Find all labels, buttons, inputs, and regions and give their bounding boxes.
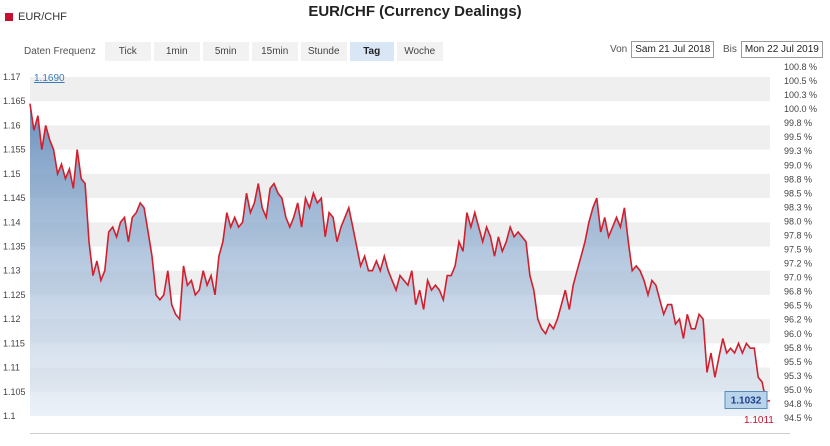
y-tick-label: 1.11 <box>3 363 20 373</box>
y-tick-label: 1.17 <box>3 72 21 82</box>
y-tick-label: 1.165 <box>3 96 26 106</box>
freq-button-5min[interactable]: 5min <box>202 42 249 61</box>
date-from-input[interactable]: Sam 21 Jul 2018 <box>631 41 715 58</box>
y-tick-label: 1.15 <box>3 169 21 179</box>
y-tick-label: 1.135 <box>3 242 26 252</box>
y2-tick-label: 95.0 % <box>784 385 812 395</box>
y2-tick-label: 99.3 % <box>784 146 812 156</box>
y2-tick-label: 96.8 % <box>784 287 812 297</box>
freq-button-tick[interactable]: Tick <box>104 42 151 61</box>
y-tick-label: 1.14 <box>3 217 21 227</box>
y2-tick-label: 99.8 % <box>784 118 812 128</box>
freq-button-15min[interactable]: 15min <box>251 42 298 61</box>
navigator-baseline <box>30 433 790 434</box>
y-tick-label: 1.115 <box>3 338 25 348</box>
grid-band <box>30 77 770 102</box>
y2-tick-label: 100.0 % <box>784 104 817 114</box>
y2-tick-label: 97.8 % <box>784 230 812 240</box>
y2-tick-label: 97.5 % <box>784 245 812 255</box>
y2-tick-label: 95.8 % <box>784 343 812 353</box>
y2-tick-label: 94.8 % <box>784 399 812 409</box>
y2-tick-label: 95.5 % <box>784 357 812 367</box>
series-line <box>29 103 771 403</box>
y2-tick-label: 97.2 % <box>784 259 812 269</box>
legend: EUR/CHF <box>5 11 67 23</box>
frequency-label: Daten Frequenz <box>24 46 96 57</box>
y2-tick-label: 94.5 % <box>784 413 812 423</box>
y2-tick-label: 100.5 % <box>784 76 817 86</box>
freq-button-tag[interactable]: Tag <box>349 42 394 61</box>
series-area <box>30 103 770 416</box>
y2-tick-label: 98.5 % <box>784 188 812 198</box>
y2-tick-label: 100.8 % <box>784 62 817 72</box>
freq-button-1min[interactable]: 1min <box>153 42 200 61</box>
y2-tick-label: 99.5 % <box>784 132 812 142</box>
y2-tick-label: 98.3 % <box>784 202 812 212</box>
y-tick-label: 1.105 <box>3 387 26 397</box>
y2-tick-label: 95.3 % <box>784 371 812 381</box>
y-tick-label: 1.13 <box>3 266 21 276</box>
grid-band <box>30 173 770 199</box>
last-value-label: 1.1032 <box>731 396 762 407</box>
date-from: Von Sam 21 Jul 2018 <box>610 41 715 58</box>
y-tick-label: 1.1 <box>3 411 16 421</box>
date-to-label: Bis <box>723 44 737 55</box>
y-tick-label: 1.12 <box>3 314 21 324</box>
chart-title: EUR/CHF (Currency Dealings) <box>308 3 522 20</box>
y-tick-label: 1.145 <box>3 193 26 203</box>
y2-tick-label: 99.0 % <box>784 160 812 170</box>
freq-button-woche[interactable]: Woche <box>396 42 443 61</box>
y2-tick-label: 96.2 % <box>784 315 812 325</box>
date-to: Bis Mon 22 Jul 2019 <box>723 41 823 58</box>
grid-band <box>30 222 770 247</box>
y2-tick-label: 96.5 % <box>784 301 812 311</box>
y2-tick-label: 100.3 % <box>784 90 817 100</box>
y-tick-label: 1.125 <box>3 290 26 300</box>
y-tick-label: 1.155 <box>3 145 26 155</box>
y-tick-label: 1.16 <box>3 120 21 130</box>
date-to-input[interactable]: Mon 22 Jul 2019 <box>740 41 823 58</box>
y2-tick-label: 98.0 % <box>784 216 812 226</box>
grid-band <box>30 125 770 150</box>
y-axis-right: 100.8 % 100.5 % 100.3 % 100.0 % 99.8 % 99.5 %… <box>784 62 817 423</box>
low-value-label: 1.1011 <box>744 415 774 426</box>
y2-tick-label: 96.0 % <box>784 329 812 339</box>
legend-swatch <box>5 13 13 21</box>
date-from-label: Von <box>610 44 628 55</box>
frequency-toolbar: Daten Frequenz Tick 1min 5min 15min Stun… <box>24 42 443 61</box>
y-axis-left: 1.17 1.165 1.16 1.155 1.15 1.145 1.14 1.135 1.13… <box>3 72 26 421</box>
last-value-box <box>724 391 768 410</box>
legend-label: EUR/CHF <box>18 11 67 23</box>
y2-tick-label: 97.0 % <box>784 273 812 283</box>
first-value-label: 1.1690 <box>34 73 65 84</box>
annotations: 1.1690 1.1032 1.1011 <box>34 73 774 426</box>
freq-button-stunde[interactable]: Stunde <box>300 42 347 61</box>
y2-tick-label: 98.8 % <box>784 174 812 184</box>
